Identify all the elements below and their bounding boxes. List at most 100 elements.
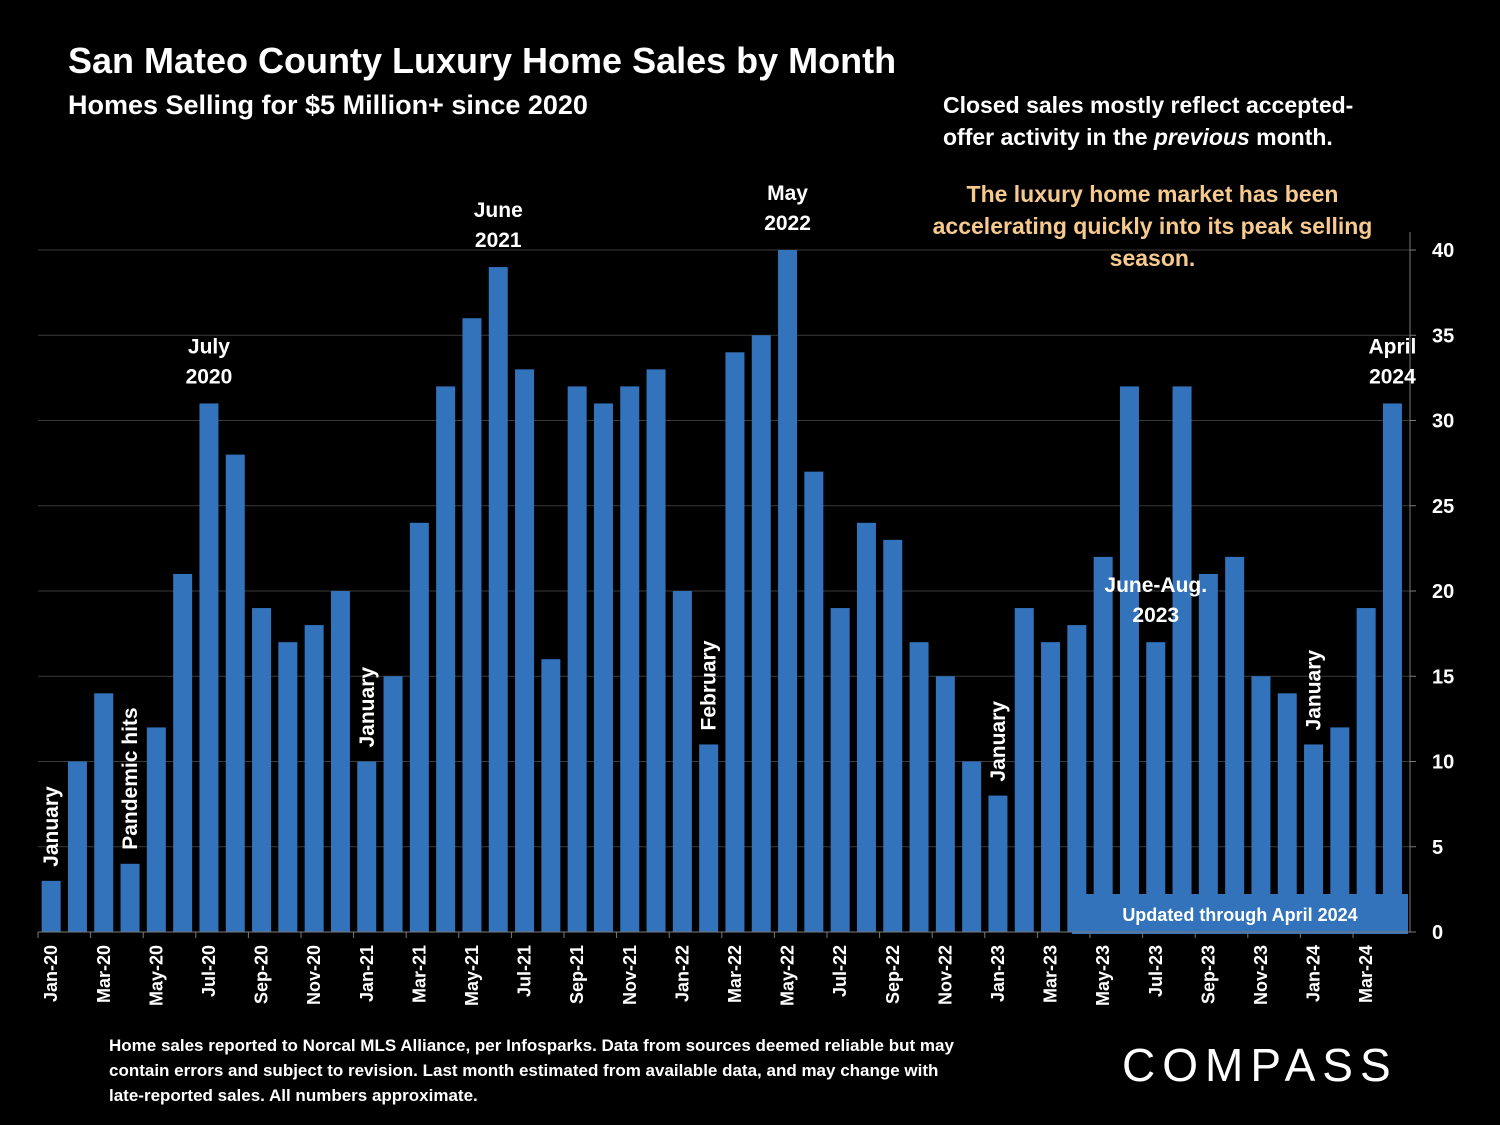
bar-Feb-22	[699, 744, 719, 932]
x-tick-label: Mar-21	[409, 945, 429, 1003]
bar-Sep-20	[252, 608, 272, 932]
x-tick-label: Nov-20	[304, 945, 324, 1005]
bar-Dec-23	[1277, 693, 1297, 932]
annotation-label: May 2022	[764, 182, 811, 235]
bar-Sep-21	[567, 386, 587, 932]
x-tick-label: Jul-23	[1146, 945, 1166, 997]
x-tick-label: Nov-22	[935, 945, 955, 1005]
bar-Feb-20	[67, 761, 87, 932]
x-tick-label: Jan-22	[672, 945, 692, 1002]
bar-Feb-24	[1330, 727, 1350, 932]
bar-Apr-24	[1382, 403, 1402, 932]
y-tick-label: 40	[1432, 240, 1454, 262]
bar-Dec-22	[962, 761, 982, 932]
x-tick-label: Sep-20	[252, 945, 272, 1004]
x-tick-label: Jul-20	[199, 945, 219, 997]
bar-Oct-20	[278, 642, 298, 932]
x-tick-label: Jan-23	[988, 945, 1008, 1002]
annotation-label: February	[698, 640, 721, 730]
y-tick-label: 10	[1432, 752, 1454, 774]
x-tick-label: May-22	[778, 945, 798, 1006]
bar-Jul-20	[199, 403, 219, 932]
bar-May-23	[1093, 556, 1113, 932]
y-tick-label: 35	[1432, 325, 1454, 347]
annotation-label: June 2021	[474, 199, 523, 252]
annotation-label: June-Aug. 2023	[1104, 574, 1207, 627]
bar-Dec-21	[646, 369, 666, 933]
y-tick-label: 5	[1432, 837, 1443, 859]
bar-Aug-22	[856, 522, 876, 932]
bar-May-22	[778, 250, 798, 932]
x-tick-label: Jul-21	[515, 945, 535, 997]
x-tick-label: May-23	[1093, 945, 1113, 1006]
bar-Oct-21	[593, 403, 613, 932]
x-tick-label: Sep-23	[1198, 945, 1218, 1004]
x-tick-label: May-21	[462, 945, 482, 1006]
bar-Dec-20	[330, 591, 350, 932]
annotation-label: January	[40, 786, 63, 867]
bar-Apr-20	[120, 863, 140, 932]
bar-Nov-22	[935, 676, 955, 932]
x-tick-label: Mar-20	[94, 945, 114, 1003]
x-tick-label: Sep-22	[883, 945, 903, 1004]
x-axis: Jan-20 Mar-20 May-20 Jul-20 Sep-20 Nov-20 Jan-…	[37, 932, 1376, 1006]
bar-Jan-24	[1304, 744, 1324, 932]
bar-Nov-20	[304, 625, 324, 932]
bar-Apr-21	[436, 386, 456, 932]
bar-Feb-21	[383, 676, 403, 932]
annotation-label: January	[356, 667, 379, 748]
annotation-label: April 2024	[1369, 335, 1417, 388]
bar-Oct-22	[909, 642, 929, 932]
y-tick-label: 20	[1432, 581, 1454, 603]
bar-Jul-21	[515, 369, 535, 933]
bar-May-20	[146, 727, 166, 932]
annotations: January Pandemic hits July 2020 January June 2…	[40, 182, 1416, 867]
bars	[41, 250, 1402, 933]
y-tick-label: 30	[1432, 411, 1454, 433]
bar-Apr-22	[751, 335, 771, 932]
y-axis: 0 5 10 15 20 25 30 35 40	[38, 232, 1454, 944]
x-tick-label: May-20	[146, 945, 166, 1006]
bar-Sep-23	[1198, 573, 1218, 932]
annotation-label: January	[987, 701, 1010, 782]
compass-logo: COMPASS	[1122, 1039, 1398, 1091]
y-tick-label: 0	[1432, 922, 1443, 944]
note-text-before: Closed sales mostly reflect accepted-off…	[943, 92, 1354, 150]
updated-badge-label: Updated through April 2024	[1122, 905, 1357, 925]
bar-Nov-21	[620, 386, 640, 932]
bar-Oct-23	[1225, 556, 1245, 932]
bar-Jan-20	[41, 880, 61, 932]
x-tick-label: Mar-24	[1356, 945, 1376, 1003]
x-tick-label: Jul-22	[830, 945, 850, 997]
x-tick-label: Jan-21	[357, 945, 377, 1002]
bar-Nov-23	[1251, 676, 1271, 932]
bar-Aug-20	[225, 454, 245, 932]
note-text-after: month.	[1249, 124, 1333, 150]
updated-badge-box	[1072, 894, 1408, 934]
note-emphasis: previous	[1153, 124, 1250, 150]
bar-Jun-23	[1119, 386, 1139, 932]
annotation-label: Pandemic hits	[119, 707, 142, 849]
x-tick-label: Jan-24	[1304, 945, 1324, 1002]
x-tick-label: Jan-20	[41, 945, 61, 1002]
bar-Mar-23	[1041, 642, 1061, 932]
closed-sales-note: Closed sales mostly reflect accepted-off…	[943, 89, 1403, 153]
annotation-label: July 2020	[186, 335, 233, 388]
x-tick-label: Mar-23	[1041, 945, 1061, 1003]
bar-Mar-20	[94, 693, 114, 932]
y-tick-label: 25	[1432, 496, 1454, 518]
updated-badge: Updated through April 2024	[1072, 894, 1408, 934]
bar-Aug-21	[541, 659, 561, 932]
bar-Mar-24	[1356, 608, 1376, 932]
x-tick-label: Nov-21	[620, 945, 640, 1005]
bar-Aug-23	[1172, 386, 1192, 932]
source-footnote: Home sales reported to Norcal MLS Allian…	[109, 1036, 954, 1105]
bar-Feb-23	[1014, 608, 1034, 932]
bar-Apr-23	[1067, 625, 1087, 932]
bar-Mar-21	[409, 522, 429, 932]
bar-Jun-22	[804, 471, 824, 932]
x-tick-label: Mar-22	[725, 945, 745, 1003]
compass-logo-text: COMPASS	[1122, 1039, 1398, 1091]
bar-Jan-21	[357, 761, 377, 932]
